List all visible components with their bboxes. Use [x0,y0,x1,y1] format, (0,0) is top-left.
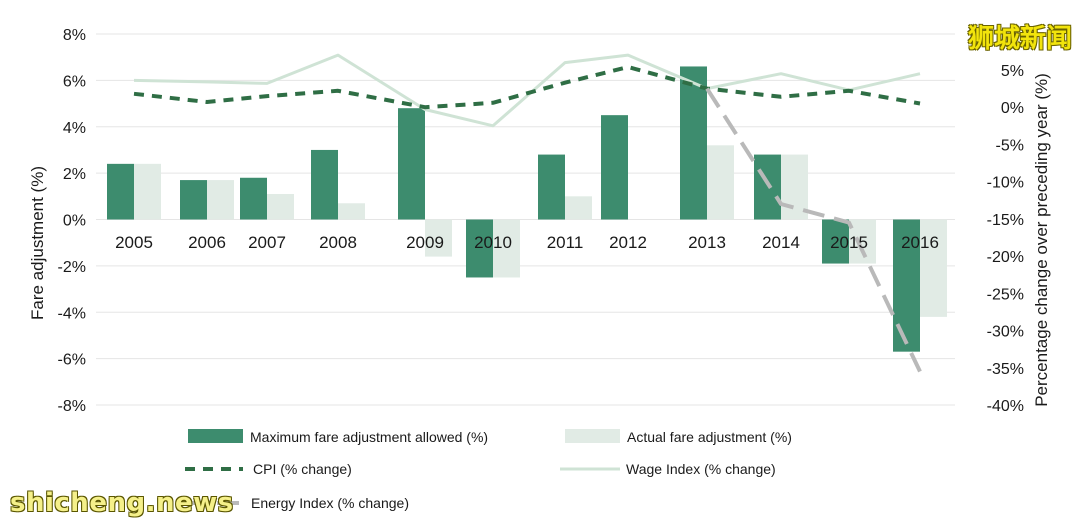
legend-label: Energy Index (% change) [251,495,409,511]
category-label: 2007 [248,233,286,252]
y2-tick-label: -5% [996,137,1024,154]
y-axis-right: 5% 0% -5% -10% -15% -20% -25% -30% -35% -40% [987,63,1024,415]
y2-tick-label: -25% [987,286,1024,303]
category-label: 2012 [609,233,647,252]
y-tick-label: 8% [63,27,86,44]
y2-tick-label: 0% [1001,100,1024,117]
category-label: 2015 [830,233,868,252]
y-tick-label: 6% [63,73,86,90]
line-cpi [133,65,921,110]
y2-tick-label: -35% [987,361,1024,378]
category-label: 2014 [762,233,800,252]
bar-actual-fare [134,163,161,220]
y-tick-label: 2% [63,166,86,183]
bar-actual-fare [707,145,734,220]
category-label: 2006 [188,233,226,252]
watermark-top: 狮城新闻 [967,24,1072,54]
bar-actual-fare [849,219,876,264]
y-axis-left: 8% 6% 4% 2% 0% -2% -4% -6% -8% [58,27,86,415]
gridlines [96,33,955,406]
category-labels: 2005 2006 2007 2008 2009 2010 2011 2012 2013 2014… [115,233,939,252]
category-label: 2008 [319,233,357,252]
y-axis-right-label: Percentage change over preceding year (%… [1032,73,1051,407]
y2-tick-label: -30% [987,324,1024,341]
bar-max-fare [240,177,267,220]
category-label: 2016 [901,233,939,252]
y-tick-label: -2% [58,259,86,276]
y2-tick-label: -40% [987,398,1024,415]
bar-actual-fare [425,219,452,257]
bar-actual-fare [338,203,365,220]
bars [107,66,947,352]
category-label: 2005 [115,233,153,252]
legend-label: CPI (% change) [253,461,352,477]
category-label: 2013 [688,233,726,252]
y2-tick-label: 5% [1001,63,1024,80]
bar-max-fare [893,219,920,352]
y-tick-label: 0% [63,213,86,230]
legend: Maximum fare adjustment allowed (%) Actua… [185,429,792,511]
category-label: 2010 [474,233,512,252]
line-energy-index [705,87,922,373]
y2-tick-label: -15% [987,212,1024,229]
bar-max-fare [466,219,493,278]
watermark-bottom: shicheng.news [10,488,234,518]
bar-max-fare [180,180,207,220]
y2-tick-label: -20% [987,249,1024,266]
y-tick-label: -4% [58,305,86,322]
legend-label: Actual fare adjustment (%) [627,429,792,445]
bar-max-fare [601,115,628,220]
bar-actual-fare [493,219,520,278]
legend-label: Maximum fare adjustment allowed (%) [250,429,488,445]
y-axis-left-label: Fare adjustment (%) [28,166,47,320]
legend-swatch [565,429,620,443]
bar-max-fare [107,163,134,220]
bar-max-fare [538,154,565,220]
legend-label: Wage Index (% change) [626,461,776,477]
y-tick-label: -6% [58,352,86,369]
y2-tick-label: -10% [987,175,1024,192]
bar-max-fare [311,149,338,220]
bar-max-fare [754,154,781,220]
category-label: 2009 [406,233,444,252]
series-lines [133,53,922,373]
line-wage-index [133,53,921,128]
bar-actual-fare [207,180,234,220]
bar-max-fare [680,66,707,220]
bar-max-fare [822,219,849,264]
y-tick-label: -8% [58,398,86,415]
category-label: 2011 [547,233,584,252]
bar-actual-fare [267,193,294,220]
bar-actual-fare [920,219,947,317]
bar-actual-fare [565,196,592,220]
y-tick-label: 4% [63,120,86,137]
bar-max-fare [398,108,425,220]
legend-swatch [188,429,243,443]
